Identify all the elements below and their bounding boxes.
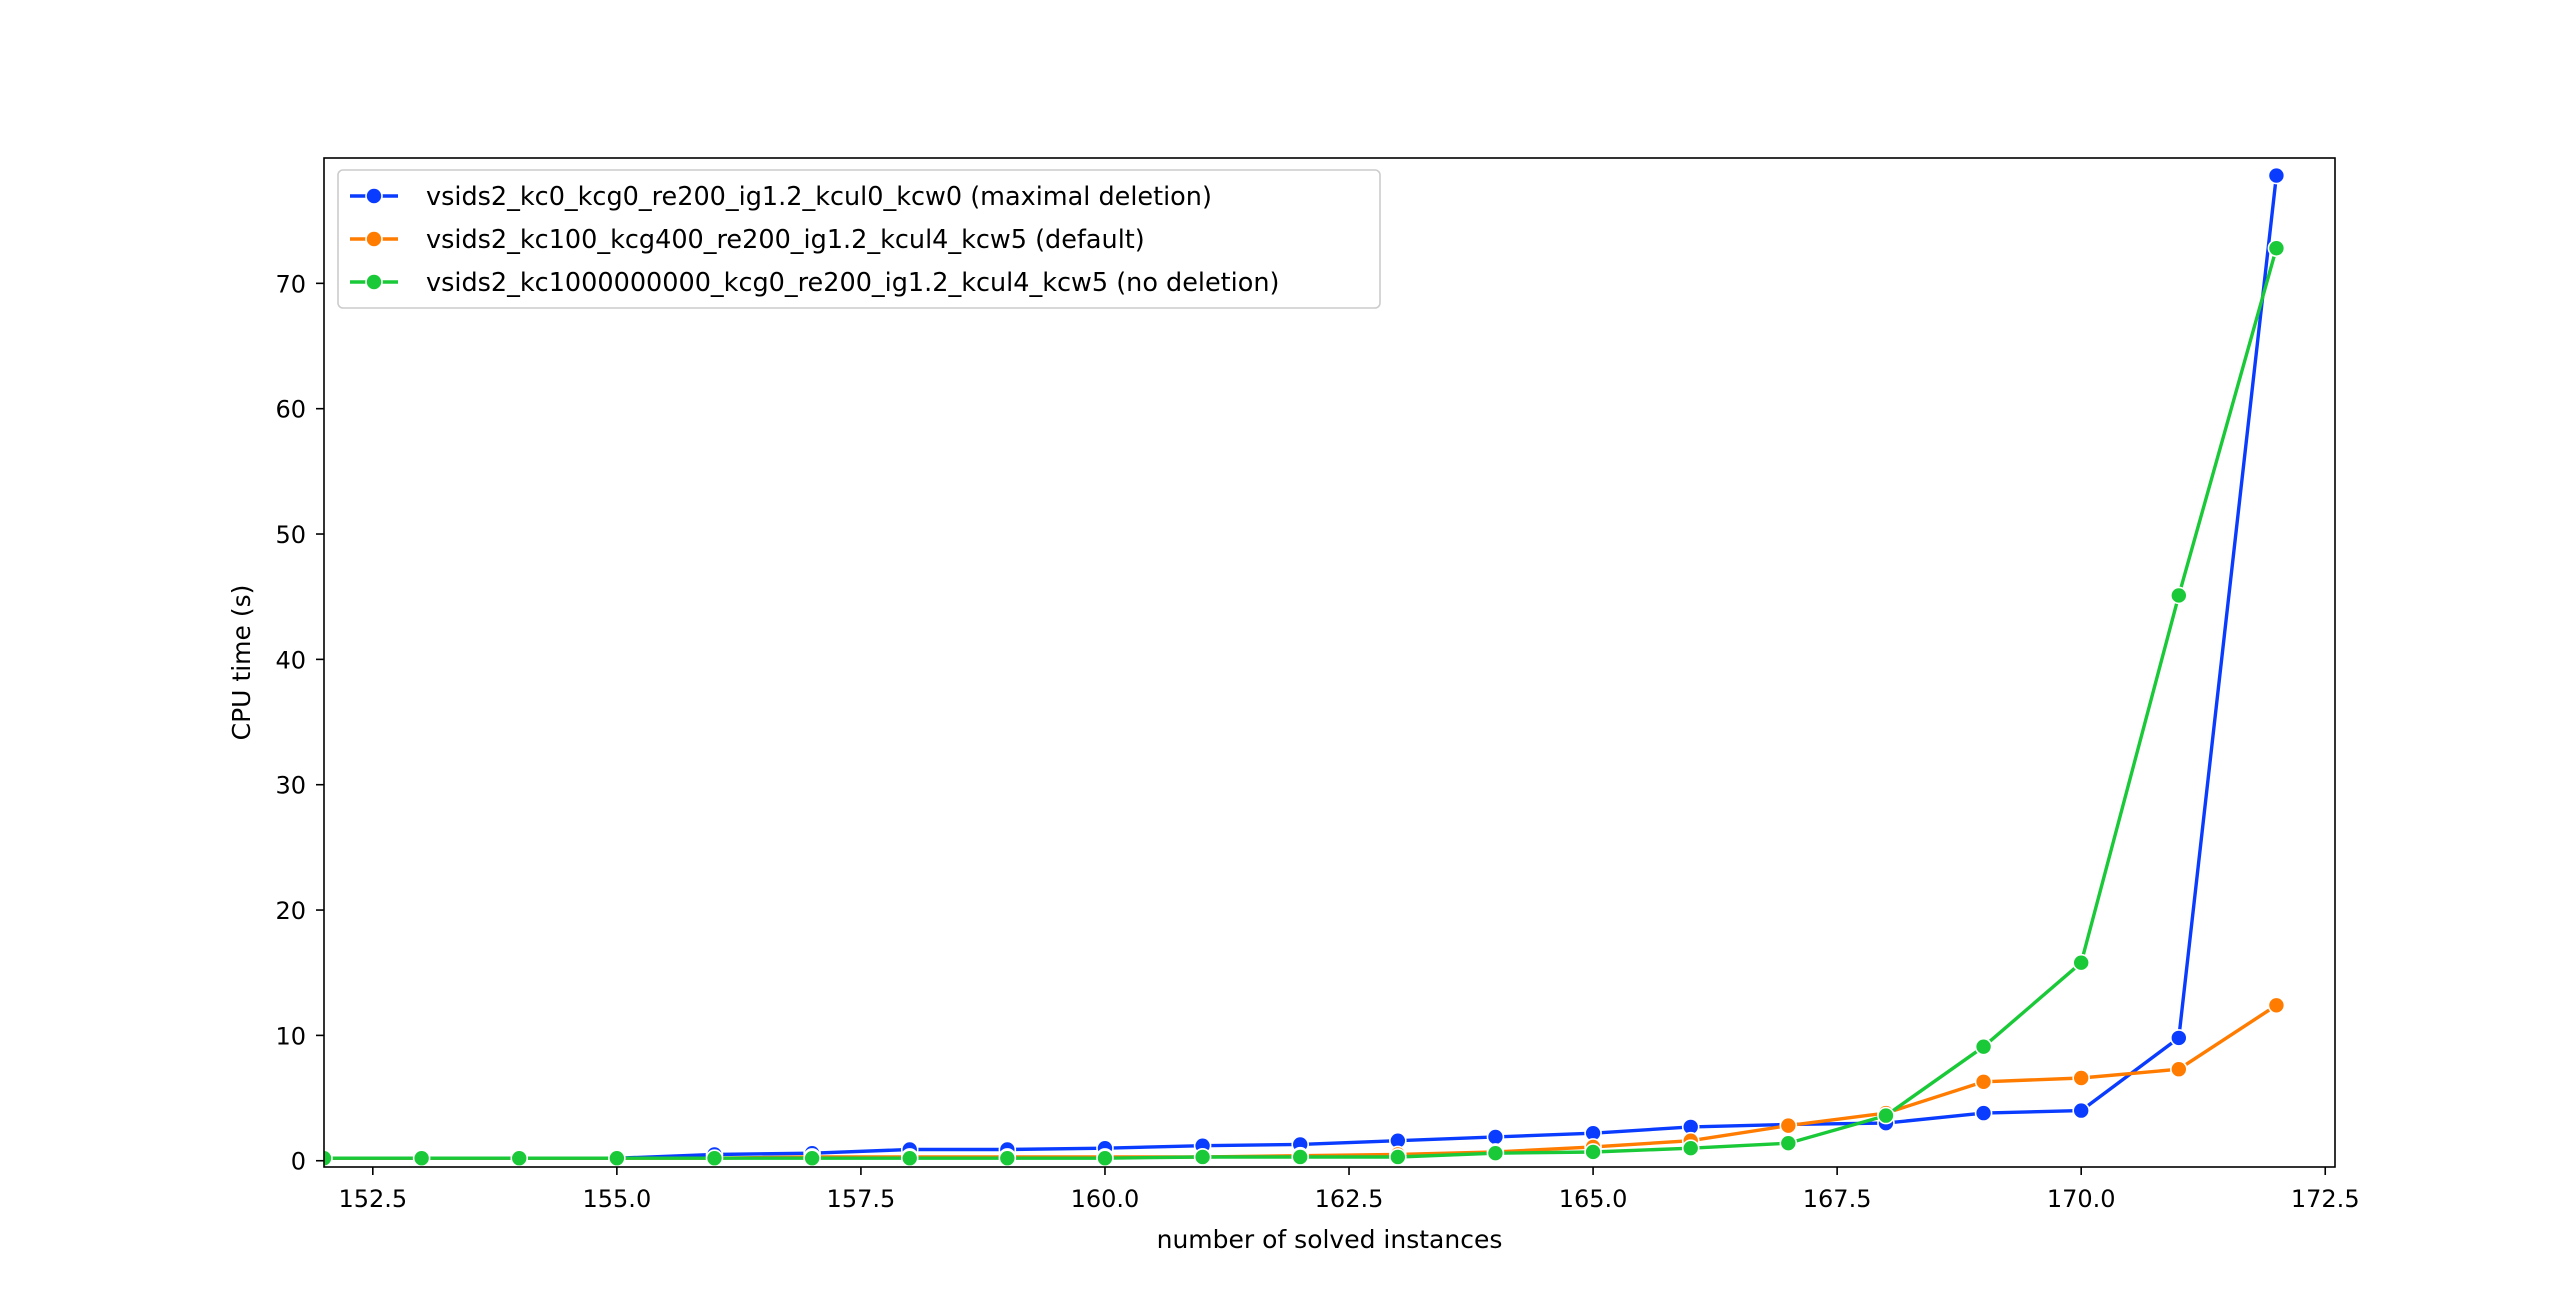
series-3-point <box>1291 1148 1310 1166</box>
x-tick-label: 162.5 <box>1315 1185 1384 1213</box>
series-3-point <box>1584 1143 1602 1161</box>
series-2-point <box>2267 996 2286 1015</box>
legend: vsids2_kc0_kcg0_re200_ig1.2_kcul0_kcw0 (… <box>337 169 1381 309</box>
series-3-point <box>803 1149 821 1167</box>
legend-marker-2 <box>365 230 383 248</box>
series-3-point <box>324 1149 333 1167</box>
series-3-point <box>2072 953 2090 972</box>
series-3-point <box>998 1149 1017 1167</box>
x-tick-label: 170.0 <box>2047 1185 2116 1213</box>
y-axis-ticks: 0 10 20 30 40 50 60 70 <box>275 270 324 1176</box>
series-3-point <box>1096 1149 1114 1167</box>
series-3-point <box>1779 1134 1798 1152</box>
x-tick-label: 155.0 <box>583 1185 652 1213</box>
legend-label-1: vsids2_kc0_kcg0_re200_ig1.2_kcul0_kcw0 (… <box>426 182 1212 212</box>
series-3-point <box>2267 239 2286 258</box>
y-tick-label: 40 <box>275 646 306 674</box>
y-tick-label: 10 <box>275 1022 306 1050</box>
x-tick-label: 172.5 <box>2291 1185 2360 1213</box>
series-3-point <box>1681 1139 1700 1157</box>
series-3-point <box>900 1149 919 1167</box>
series-3-point <box>1389 1148 1407 1166</box>
series-1-point <box>1974 1104 1993 1122</box>
series-2-point <box>2170 1060 2188 1079</box>
y-tick-label: 70 <box>275 270 306 298</box>
y-tick-label: 50 <box>275 521 306 549</box>
y-tick-label: 0 <box>291 1148 306 1176</box>
series-2-point <box>1974 1072 1993 1091</box>
series-2-point <box>1779 1116 1798 1135</box>
series-3-point <box>1974 1037 1993 1056</box>
x-tick-label: 167.5 <box>1803 1185 1872 1213</box>
x-tick-label: 157.5 <box>827 1185 896 1213</box>
x-tick-label: 160.0 <box>1071 1185 1140 1213</box>
x-axis-label: number of solved instances <box>1157 1225 1503 1254</box>
series-3-point <box>412 1149 431 1167</box>
legend-label-3: vsids2_kc1000000000_kcg0_re200_ig1.2_kcu… <box>426 268 1279 298</box>
series-1-point <box>1486 1128 1505 1146</box>
series-3-point <box>1193 1148 1212 1166</box>
legend-marker-3 <box>365 273 383 291</box>
series-1-point <box>2267 166 2286 185</box>
x-tick-label: 152.5 <box>338 1185 407 1213</box>
series-3-point <box>510 1149 529 1167</box>
y-axis-label: CPU time (s) <box>227 585 256 741</box>
y-tick-label: 30 <box>275 772 306 800</box>
series-3-point <box>1486 1144 1505 1163</box>
series-3-point <box>608 1149 626 1167</box>
series-1-point <box>2072 1101 2090 1120</box>
series-1-point <box>2170 1029 2188 1047</box>
legend-marker-1 <box>365 187 383 205</box>
series-3-point <box>705 1149 724 1167</box>
series-3-point <box>1877 1106 1895 1125</box>
x-axis-ticks: 152.5 155.0 157.5 160.0 162.5 165.0 167.5 170.0… <box>338 1167 2360 1213</box>
x-tick-label: 165.0 <box>1559 1185 1628 1213</box>
series-3-point <box>2170 586 2188 605</box>
plot-frame <box>323 157 2336 1168</box>
y-tick-label: 60 <box>275 396 306 424</box>
y-tick-label: 20 <box>275 897 306 925</box>
legend-box <box>337 169 1381 309</box>
legend-label-2: vsids2_kc100_kcg400_re200_ig1.2_kcul4_kc… <box>426 225 1145 255</box>
series-2-point <box>2072 1069 2090 1087</box>
